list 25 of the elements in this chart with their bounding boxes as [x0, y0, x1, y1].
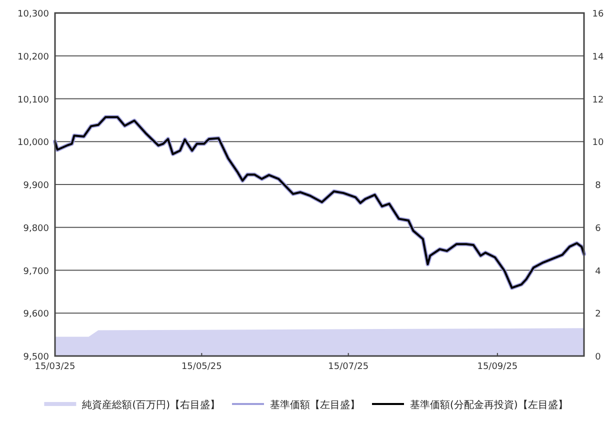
y2-tick-label: 8 [595, 181, 602, 191]
y-tick-label: 9,900 [23, 181, 50, 191]
y-tick-label: 9,600 [23, 310, 50, 320]
x-tick-label: 15/03/25 [34, 362, 76, 372]
y-tick-label: 10,300 [18, 10, 50, 20]
y2-tick-label: 10 [592, 138, 604, 148]
x-tick-label: 15/05/25 [181, 362, 222, 372]
x-tick-label: 15/07/25 [328, 362, 369, 372]
legend-label: 基準価額【左目盛】 [270, 399, 360, 411]
y2-tick-label: 12 [592, 95, 604, 106]
y2-tick-label: 2 [595, 310, 601, 320]
x-tick-label: 15/09/25 [477, 362, 518, 372]
legend-label: 基準価額(分配金再投資)【左目盛】 [410, 399, 568, 411]
y-tick-label: 10,200 [18, 52, 50, 62]
y-tick-label: 9,800 [23, 224, 50, 234]
legend-label: 純資産総額(百万円)【右目盛】 [82, 399, 220, 411]
y2-tick-label: 6 [595, 224, 602, 234]
y2-tick-label: 4 [595, 266, 602, 277]
y-tick-label: 10,100 [18, 95, 50, 106]
y2-tick-label: 16 [592, 10, 604, 20]
y2-tick-label: 14 [592, 52, 604, 62]
y-tick-label: 9,500 [23, 352, 50, 362]
y-tick-label: 9,700 [23, 266, 50, 277]
y-tick-label: 10,000 [18, 138, 50, 148]
y2-tick-label: 0 [595, 352, 602, 362]
